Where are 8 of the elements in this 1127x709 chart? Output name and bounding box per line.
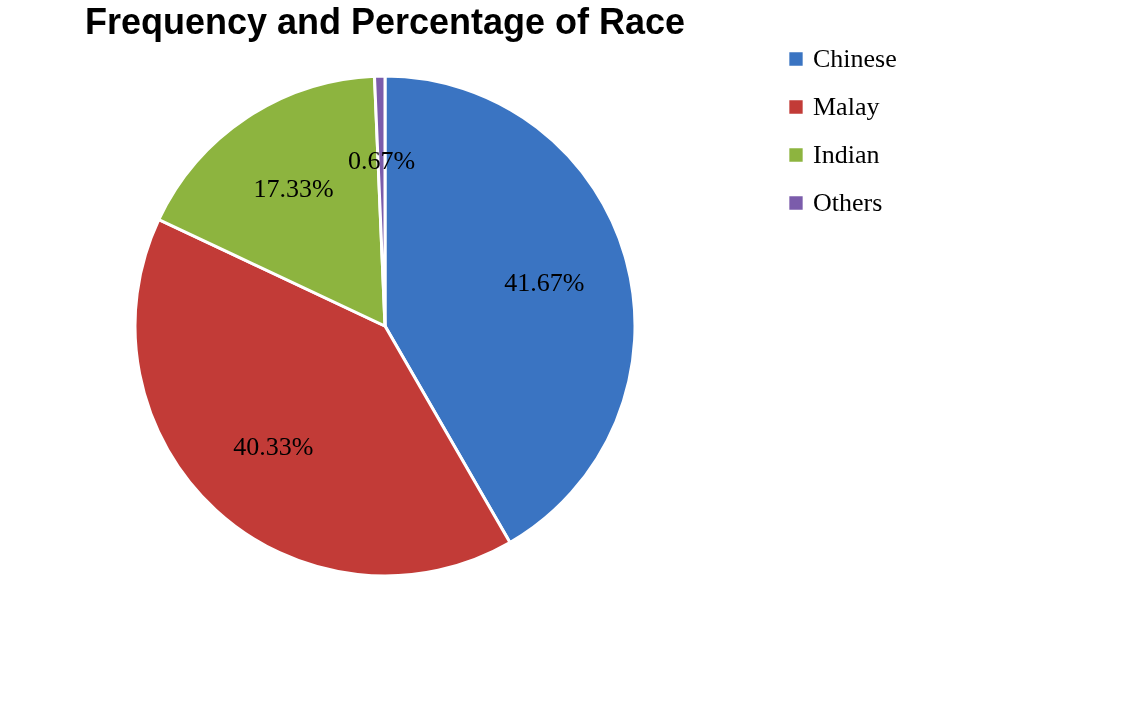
data-label: 17.33% [253,173,334,203]
data-label: 40.33% [233,432,314,462]
chart-title: Frequency and Percentage of Race [84,1,686,42]
legend-label: Others [813,188,883,217]
data-label: 41.67% [504,268,585,298]
legend-label: Malay [813,92,880,121]
legend-label: Indian [813,140,880,169]
legend-label: Chinese [813,44,897,73]
